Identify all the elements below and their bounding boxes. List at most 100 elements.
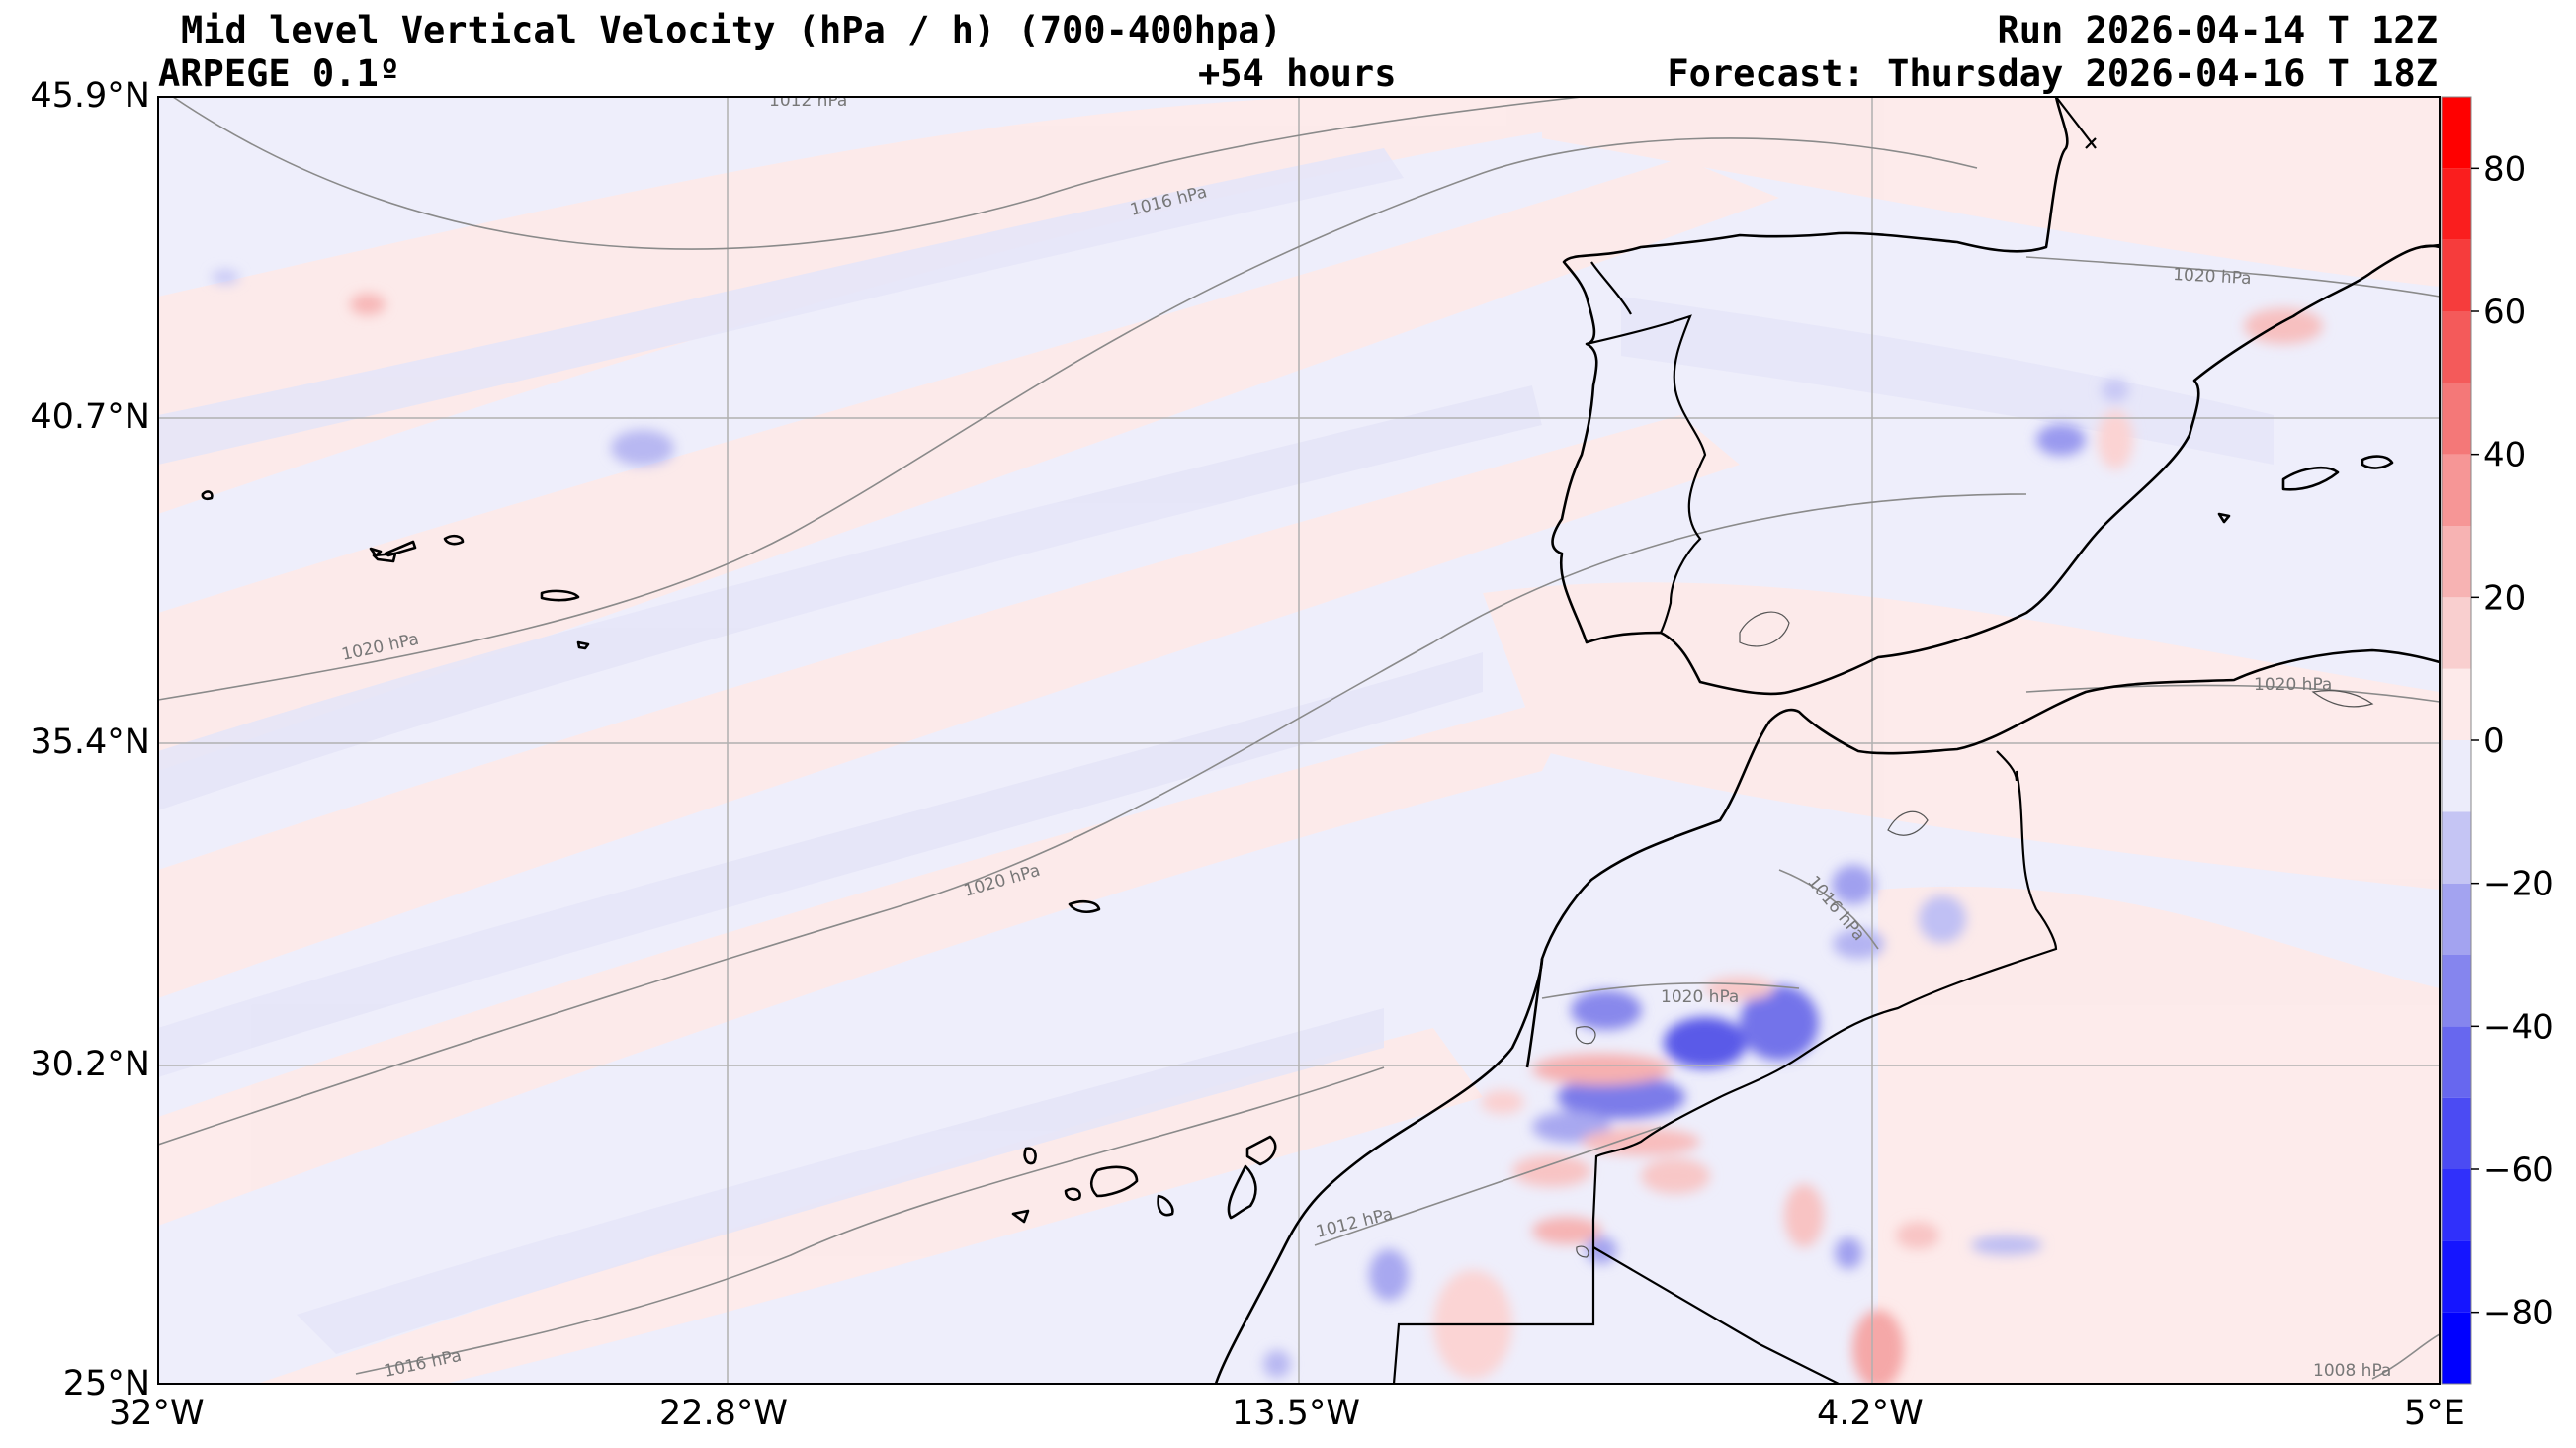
- negative-cell: [1664, 1017, 1747, 1068]
- colorbar-bin: [2442, 1169, 2471, 1241]
- isobars: [158, 97, 2440, 1380]
- political-borders: [1392, 97, 2097, 1384]
- latitude-label: 25°N: [62, 1364, 150, 1404]
- colorbar-bin: [2442, 454, 2471, 526]
- positive-cell: [2098, 410, 2133, 469]
- forecast-label: Forecast: Thursday 2026-04-16 T 18Z: [1667, 52, 2438, 95]
- colorbar-bin: [2442, 668, 2471, 740]
- negative-cell: [1369, 1249, 1409, 1301]
- negative-cell: [2102, 379, 2129, 402]
- colorbar-bin: [2442, 1240, 2471, 1313]
- negative-cell: [1833, 929, 1884, 959]
- colorbar-tick-label: 80: [2483, 149, 2526, 189]
- positive-cell: [1641, 1158, 1710, 1194]
- coastlines: [201, 97, 2440, 1384]
- isobar-label: 1020 hPa: [2173, 265, 2252, 289]
- weak-negative-streaks: [158, 148, 2274, 1354]
- positive-cell: [1481, 1090, 1524, 1114]
- latitude-label: 45.9°N: [30, 76, 150, 116]
- negative-cell: [1263, 1350, 1291, 1378]
- colorbar-bin: [2442, 1312, 2471, 1384]
- negative-cell: [1557, 1075, 1685, 1119]
- map-frame: [157, 96, 2441, 1385]
- latitude-label: 30.2°N: [30, 1045, 150, 1084]
- azores-island: [372, 552, 397, 563]
- balearic-island: [2281, 466, 2340, 491]
- positive-cell: [1532, 1054, 1671, 1085]
- azores-island: [369, 547, 383, 557]
- colorbar-bin: [2442, 811, 2471, 884]
- latitude-label: 35.4°N: [30, 723, 150, 762]
- colorbar-tick-label: −20: [2483, 865, 2554, 904]
- colorbar-tick-label: −40: [2483, 1007, 2554, 1047]
- colorbar-bin: [2442, 597, 2471, 669]
- longitude-label: 13.5°W: [1232, 1394, 1361, 1433]
- azores-island: [201, 490, 214, 501]
- colorbar-bin: [2442, 1097, 2471, 1169]
- canary-island: [1064, 1187, 1081, 1201]
- canary-island: [1011, 1209, 1030, 1224]
- positive-cell: [2244, 308, 2323, 344]
- map-plot-area: 1012 hPa 1016 hPa 1020 hPa 1020 hPa 1020…: [158, 91, 2440, 1384]
- africa-coastline: [1525, 958, 1544, 1068]
- positive-cell: [1532, 1217, 1601, 1244]
- border-line: [2055, 97, 2097, 149]
- island-outline: [2421, 243, 2440, 249]
- colorbar-bin: [2442, 311, 2471, 383]
- negative-cell: [1919, 895, 1966, 943]
- border-line: [1592, 1246, 1840, 1384]
- negative-cell: [1971, 1235, 2042, 1255]
- graticule: [158, 97, 2440, 1384]
- canary-island: [1089, 1165, 1139, 1198]
- colorbar-bin: [2442, 383, 2471, 455]
- canary-island: [1157, 1194, 1174, 1217]
- longitude-label: 5°E: [2404, 1394, 2465, 1433]
- border-line: [1392, 770, 2058, 1384]
- africa-coastline: [1214, 648, 2440, 1384]
- run-label: Run 2026-04-14 T 12Z: [1997, 9, 2438, 51]
- positive-cell: [1705, 977, 1774, 1000]
- border-line: [1586, 314, 1707, 634]
- balearic-island: [2217, 512, 2231, 524]
- chart-title: Mid level Vertical Velocity (hPa / h) (7…: [181, 9, 1282, 51]
- colorbar-bin: [2442, 168, 2471, 240]
- iberia-coastline: [1551, 97, 2440, 696]
- positive-cell: [1852, 1310, 1904, 1384]
- positive-cell: [350, 294, 386, 315]
- balearic-island: [2361, 455, 2394, 469]
- weak-positive-bands: [158, 97, 2440, 1384]
- negative-cell: [1740, 985, 1819, 1061]
- positive-cell: [1784, 1184, 1824, 1247]
- positive-cell: [1896, 1222, 1939, 1249]
- azores-island: [576, 640, 590, 650]
- colorbar-tick-label: 20: [2483, 578, 2526, 618]
- colorbar-bin: [2442, 1026, 2471, 1098]
- colorbar-bin: [2442, 955, 2471, 1027]
- isobar-label: 1020 hPa: [2254, 675, 2332, 695]
- canary-island: [1023, 1147, 1037, 1165]
- isobar-label: 1012 hPa: [769, 91, 847, 111]
- colorbar-bin: [2442, 740, 2471, 812]
- colorbar-tick-label: −80: [2483, 1294, 2554, 1333]
- colorbar-bin: [2442, 526, 2471, 598]
- canary-island: [1245, 1135, 1277, 1166]
- negative-cell: [2036, 424, 2086, 456]
- canary-island: [1227, 1164, 1257, 1220]
- border-line: [1590, 261, 1632, 315]
- negative-cell: [1586, 1236, 1617, 1264]
- colorbar-bin: [2442, 97, 2471, 169]
- colorbar-tick-label: 0: [2483, 722, 2505, 761]
- lead-time-label: +54 hours: [1198, 52, 1397, 95]
- latitude-label: 40.7°N: [30, 397, 150, 437]
- colorbar-tick-label: 60: [2483, 293, 2526, 332]
- azores-island: [443, 534, 465, 546]
- isobar-label: 1020 hPa: [1661, 987, 1739, 1007]
- isobar-label: 1008 hPa: [2313, 1361, 2391, 1381]
- colorbar-bin: [2442, 883, 2471, 955]
- border-line: [2085, 137, 2097, 149]
- border-line: [1996, 750, 2018, 782]
- model-label: ARPEGE 0.1º: [158, 52, 401, 95]
- madeira-island: [1068, 899, 1101, 914]
- negative-cell: [1835, 1237, 1862, 1269]
- negative-cell: [212, 270, 239, 284]
